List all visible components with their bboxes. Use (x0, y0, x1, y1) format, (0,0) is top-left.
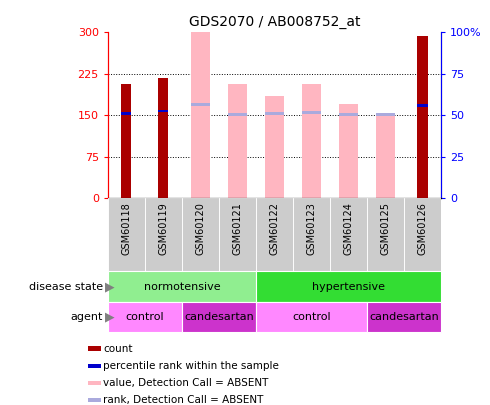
Text: GSM60124: GSM60124 (343, 202, 353, 255)
Text: GSM60118: GSM60118 (122, 202, 131, 255)
Text: count: count (103, 343, 132, 354)
Text: normotensive: normotensive (144, 281, 220, 292)
Text: disease state: disease state (29, 281, 103, 292)
Text: ▶: ▶ (105, 280, 115, 293)
Bar (191, 103, 210, 106)
Text: percentile rank within the sample: percentile rank within the sample (103, 361, 279, 371)
Text: ▶: ▶ (105, 310, 115, 324)
Bar (417, 36, 428, 198)
Bar (256, 198, 293, 271)
Text: value, Detection Call = ABSENT: value, Detection Call = ABSENT (103, 378, 268, 388)
Text: candesartan: candesartan (369, 312, 439, 322)
Title: GDS2070 / AB008752_at: GDS2070 / AB008752_at (189, 15, 360, 29)
Bar (88, 364, 101, 368)
Bar (417, 104, 428, 107)
Text: GSM60121: GSM60121 (232, 202, 243, 255)
Text: GSM60126: GSM60126 (417, 202, 427, 255)
Bar (256, 271, 441, 302)
Bar (302, 84, 320, 198)
Bar (339, 104, 358, 198)
Text: GSM60123: GSM60123 (306, 202, 317, 255)
Text: agent: agent (71, 312, 103, 322)
Bar (88, 347, 101, 351)
Bar (191, 32, 210, 198)
Text: GSM60120: GSM60120 (196, 202, 205, 255)
Text: control: control (292, 312, 331, 322)
Bar (376, 113, 395, 116)
Bar (88, 398, 101, 402)
Bar (158, 78, 169, 198)
Bar (88, 381, 101, 385)
Bar (219, 198, 256, 271)
Text: GSM60119: GSM60119 (158, 202, 169, 255)
Bar (330, 198, 367, 271)
Bar (108, 302, 182, 332)
Bar (367, 198, 404, 271)
Bar (121, 84, 131, 198)
Text: hypertensive: hypertensive (312, 281, 385, 292)
Bar (182, 198, 219, 271)
Bar (108, 271, 256, 302)
Bar (376, 114, 395, 198)
Bar (256, 302, 367, 332)
Bar (302, 111, 320, 114)
Text: GSM60125: GSM60125 (380, 202, 391, 255)
Bar (108, 198, 145, 271)
Bar (145, 198, 182, 271)
Bar (158, 110, 169, 112)
Bar (228, 113, 246, 116)
Bar (339, 113, 358, 116)
Bar (293, 198, 330, 271)
Bar (228, 84, 246, 198)
Bar (265, 96, 284, 198)
Bar (367, 302, 441, 332)
Text: GSM60122: GSM60122 (270, 202, 279, 255)
Text: rank, Detection Call = ABSENT: rank, Detection Call = ABSENT (103, 395, 263, 405)
Bar (404, 198, 441, 271)
Bar (265, 112, 284, 115)
Text: control: control (125, 312, 164, 322)
Bar (182, 302, 256, 332)
Text: candesartan: candesartan (184, 312, 254, 322)
Bar (121, 112, 131, 115)
